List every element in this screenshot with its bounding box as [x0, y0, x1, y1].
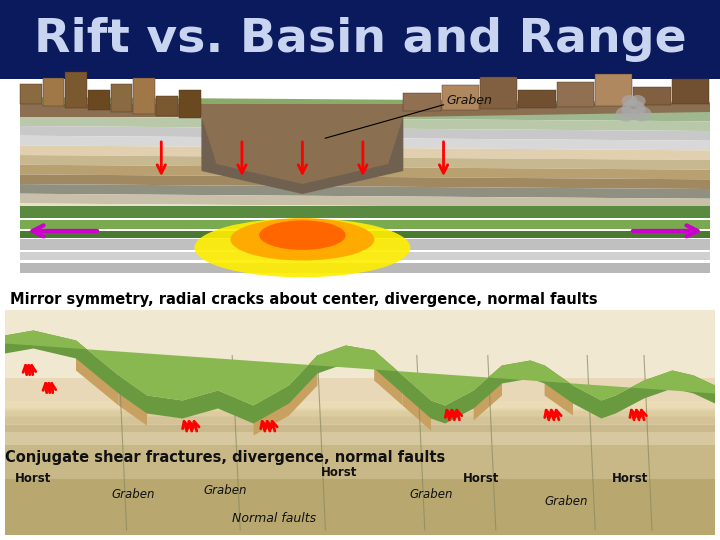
Text: Horst: Horst — [611, 472, 648, 485]
Bar — [0, 79, 720, 290]
Text: Mirror symmetry, radial cracks about center, divergence, normal faults: Mirror symmetry, radial cracks about cen… — [10, 292, 598, 307]
Text: Graben: Graben — [544, 495, 588, 508]
Ellipse shape — [629, 95, 646, 107]
Bar — [20, 262, 710, 273]
Ellipse shape — [621, 95, 638, 107]
Bar — [5, 416, 715, 423]
Bar — [441, 85, 479, 110]
Ellipse shape — [194, 218, 410, 278]
Text: Graben: Graben — [111, 488, 155, 501]
Text: Graben: Graben — [446, 94, 492, 107]
Bar — [5, 445, 715, 479]
Bar — [403, 93, 441, 111]
Text: Conjugate shear fractures, divergence, normal faults: Conjugate shear fractures, divergence, n… — [5, 450, 445, 465]
Text: Rift vs. Basin and Range: Rift vs. Basin and Range — [34, 17, 686, 62]
Bar — [20, 220, 710, 229]
Polygon shape — [402, 375, 431, 430]
Text: Horst: Horst — [462, 472, 499, 485]
Polygon shape — [20, 155, 710, 170]
Bar — [179, 90, 201, 118]
Ellipse shape — [631, 106, 652, 122]
Bar — [5, 377, 715, 411]
Bar — [5, 479, 715, 535]
Text: Horst: Horst — [320, 465, 357, 478]
Ellipse shape — [259, 220, 346, 250]
Bar — [88, 90, 109, 110]
Polygon shape — [289, 355, 318, 415]
Bar — [5, 408, 715, 415]
Text: Normal faults: Normal faults — [232, 512, 315, 525]
Polygon shape — [544, 366, 573, 415]
Bar — [634, 87, 670, 105]
Text: Horst: Horst — [15, 472, 52, 485]
Bar — [595, 74, 632, 106]
Polygon shape — [374, 350, 402, 406]
Bar — [0, 0, 720, 79]
Polygon shape — [253, 386, 289, 435]
Bar — [557, 82, 594, 107]
Ellipse shape — [616, 106, 636, 122]
Polygon shape — [20, 104, 710, 189]
Bar — [133, 78, 156, 114]
Bar — [5, 401, 715, 408]
Bar — [5, 310, 715, 377]
Bar — [20, 252, 710, 260]
Polygon shape — [20, 116, 710, 131]
Polygon shape — [20, 107, 710, 122]
Bar — [20, 231, 710, 238]
Polygon shape — [76, 341, 119, 406]
Polygon shape — [20, 165, 710, 179]
Polygon shape — [20, 145, 710, 160]
Ellipse shape — [621, 100, 646, 118]
Bar — [480, 77, 517, 109]
Polygon shape — [474, 366, 502, 421]
Polygon shape — [5, 330, 715, 423]
Polygon shape — [20, 204, 710, 218]
Polygon shape — [20, 97, 710, 112]
Bar — [5, 411, 715, 445]
Bar — [672, 79, 709, 104]
Polygon shape — [202, 117, 403, 194]
Text: Graben: Graben — [203, 483, 247, 496]
Bar — [20, 239, 710, 250]
Polygon shape — [20, 184, 710, 199]
Text: Graben: Graben — [409, 488, 453, 501]
Bar — [20, 84, 42, 104]
Polygon shape — [20, 126, 710, 141]
Bar — [20, 206, 710, 218]
Ellipse shape — [230, 218, 374, 260]
Bar — [42, 78, 64, 106]
Bar — [111, 84, 132, 112]
Bar — [156, 96, 178, 116]
Bar — [66, 72, 87, 108]
Polygon shape — [20, 136, 710, 150]
Polygon shape — [20, 174, 710, 189]
Bar — [518, 90, 556, 108]
Polygon shape — [119, 375, 147, 426]
Polygon shape — [5, 330, 715, 406]
Bar — [5, 424, 715, 431]
Bar — [0, 305, 720, 540]
Polygon shape — [20, 194, 710, 208]
